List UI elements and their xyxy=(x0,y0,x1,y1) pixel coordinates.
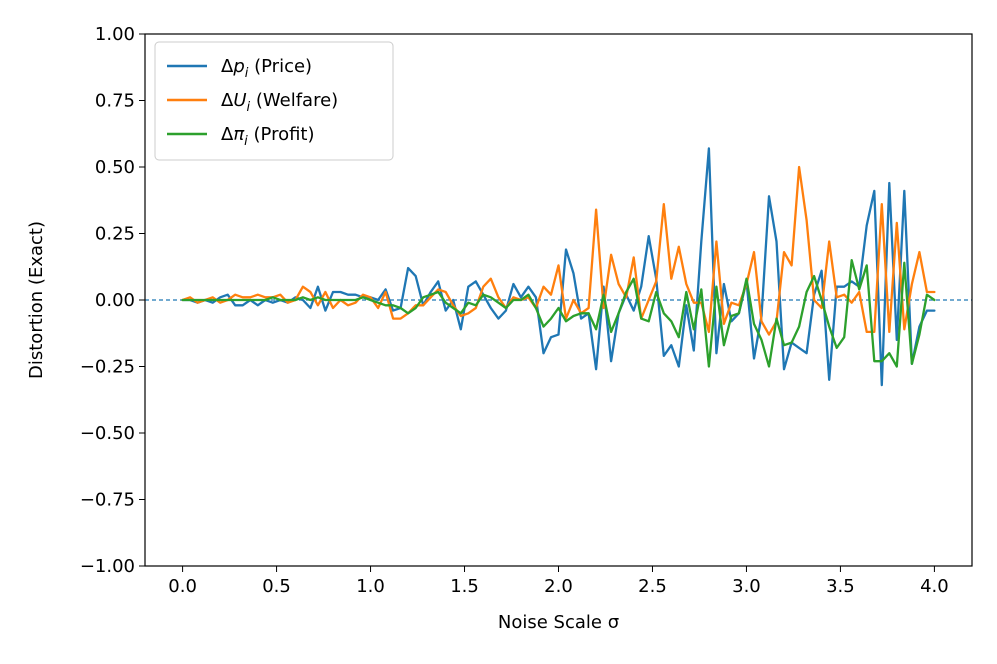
y-tick-label: 0.25 xyxy=(95,224,135,245)
x-axis-ticks: 0.0 0.5 1.0 1.5 2.0 2.5 3.0 3.5 4.0 xyxy=(168,566,949,597)
x-tick-label: 3.5 xyxy=(826,576,855,597)
x-tick-label: 1.0 xyxy=(356,576,385,597)
x-tick-label: 4.0 xyxy=(920,576,949,597)
series-line-2 xyxy=(181,258,936,368)
x-tick-label: 1.5 xyxy=(450,576,479,597)
series-line-1 xyxy=(181,165,936,336)
y-axis-ticks: 1.00 0.75 0.50 0.25 0.00 −0.25 −0.50 −0.75 −1.00 xyxy=(80,24,145,577)
x-tick-label: 0.5 xyxy=(262,576,291,597)
legend: Δpi (Price) ΔUi (Welfare) Δπi (Profit) xyxy=(154,41,394,161)
series-layer xyxy=(181,147,936,387)
y-tick-label: 1.00 xyxy=(95,24,135,45)
y-tick-label: −1.00 xyxy=(80,556,135,577)
legend-label: ΔUi (Welfare) xyxy=(221,90,338,115)
y-tick-label: 0.50 xyxy=(95,157,135,178)
legend-box xyxy=(154,41,394,161)
legend-label: Δπi (Profit) xyxy=(221,124,315,149)
y-tick-label: 0.75 xyxy=(95,91,135,112)
y-tick-label: −0.50 xyxy=(80,423,135,444)
x-tick-label: 2.0 xyxy=(544,576,573,597)
y-tick-label: 0.00 xyxy=(95,290,135,311)
x-tick-label: 2.5 xyxy=(638,576,667,597)
x-tick-label: 3.0 xyxy=(732,576,761,597)
y-axis-label: Distortion (Exact) xyxy=(26,221,47,379)
x-axis-label: Noise Scale σ xyxy=(498,612,619,633)
x-tick-label: 0.0 xyxy=(168,576,197,597)
series-line-0 xyxy=(181,147,936,387)
y-tick-label: −0.25 xyxy=(80,357,135,378)
legend-label: Δpi (Price) xyxy=(221,56,312,81)
y-tick-label: −0.75 xyxy=(80,490,135,511)
